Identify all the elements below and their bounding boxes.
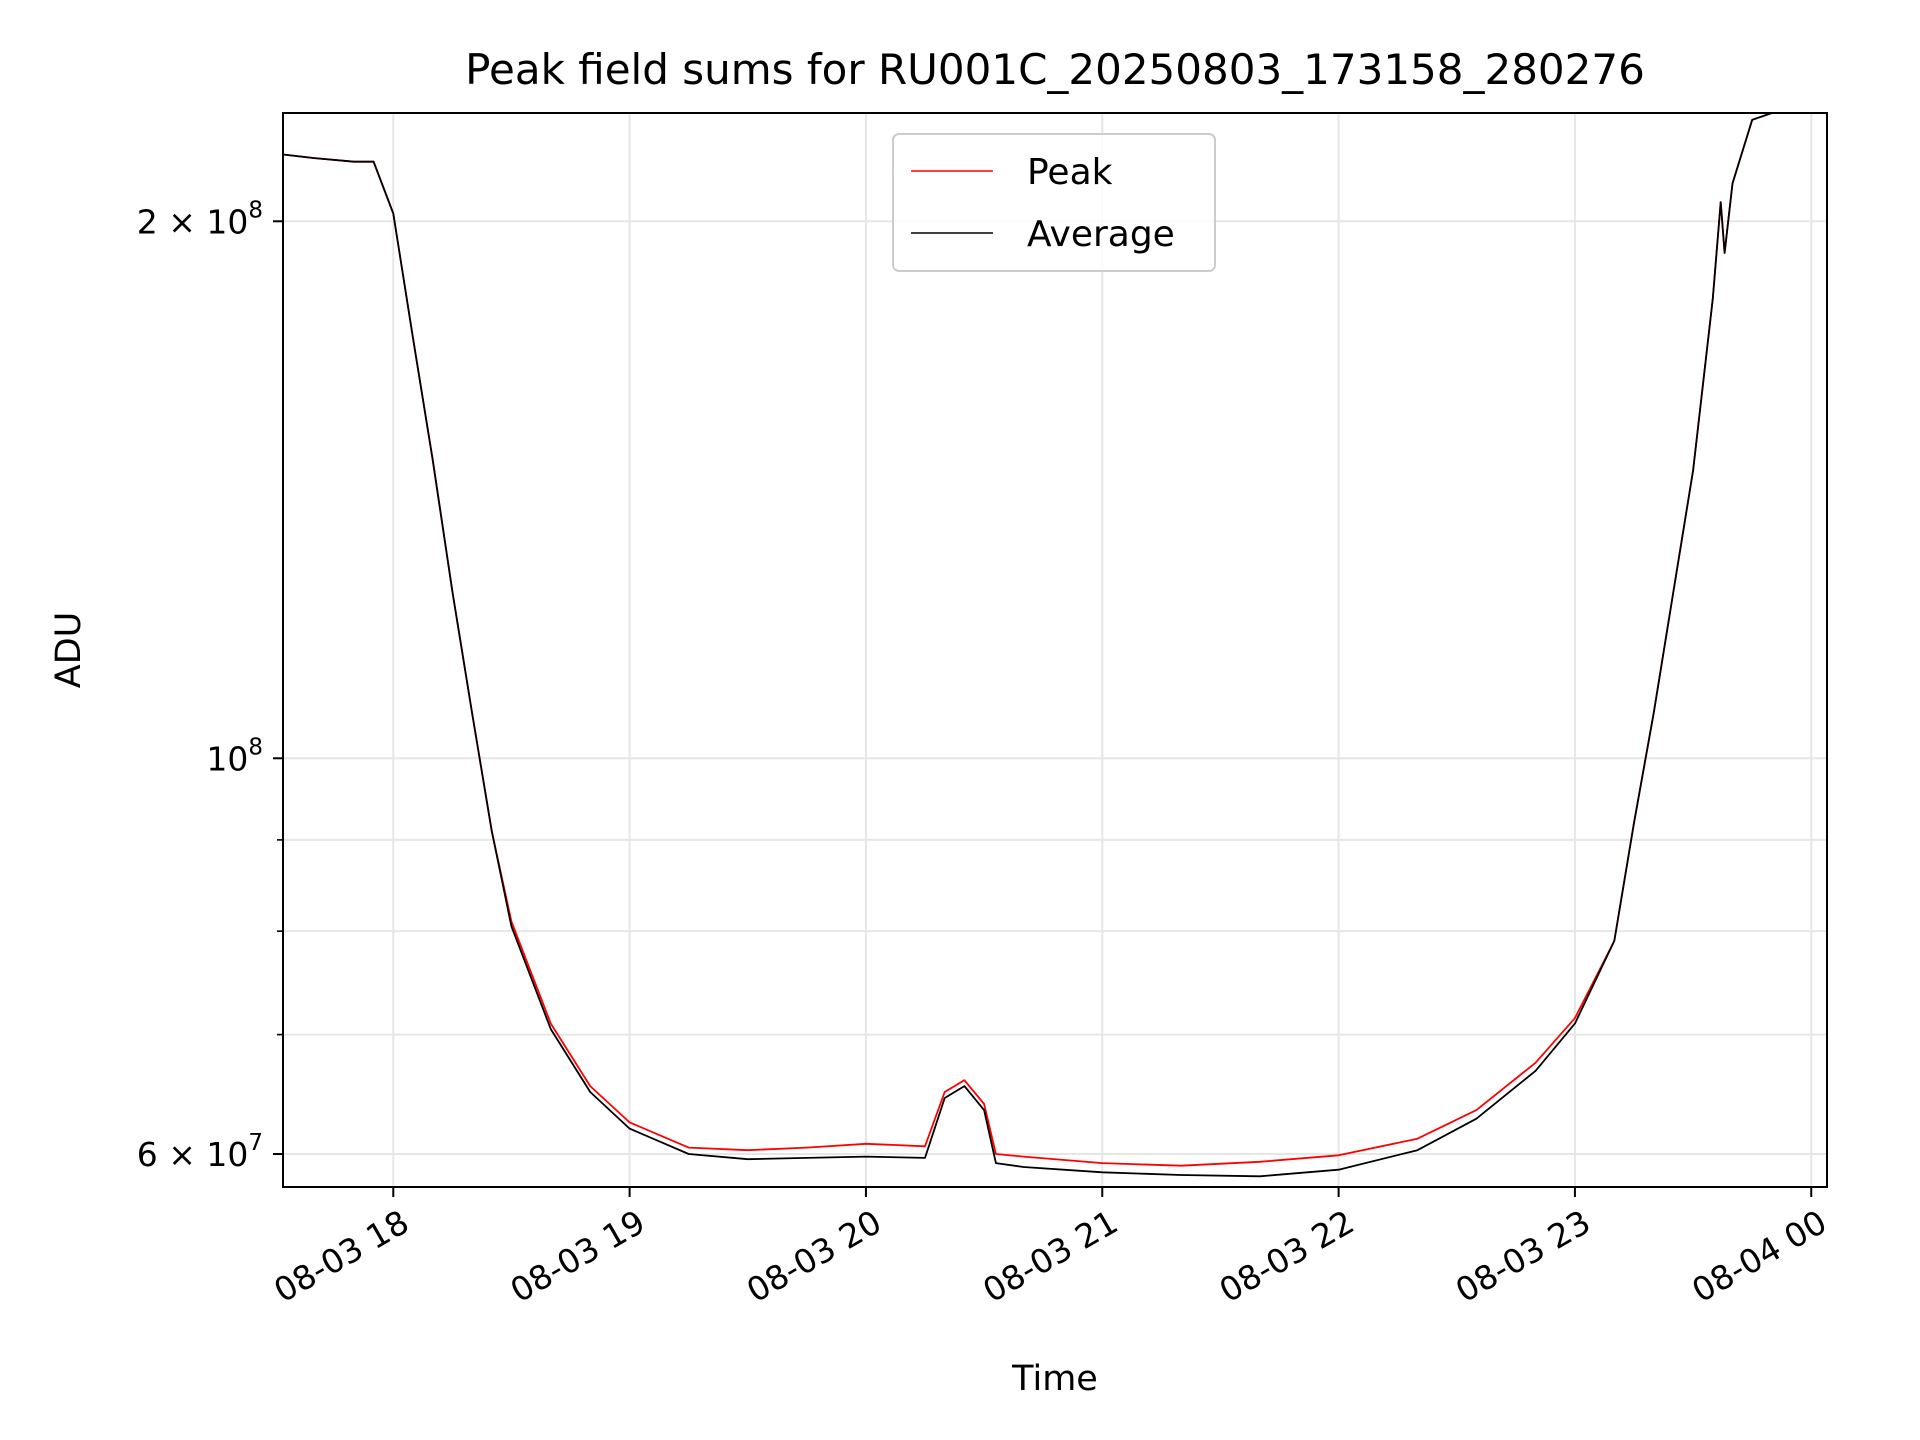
series-layer [283, 113, 1773, 1178]
y-tick-label-exponent: 7 [248, 1130, 263, 1156]
legend: Peak Average [892, 133, 1216, 272]
y-tick-label-exponent: 8 [248, 734, 263, 760]
y-tick-label-base: 2 × 10 [137, 202, 249, 241]
legend-label-average: Average [1027, 214, 1175, 255]
y-tick-label: 6 × 107 [137, 1130, 263, 1174]
legend-box [892, 133, 1216, 272]
y-tick-label: 2 × 108 [137, 197, 263, 241]
series-line-average [283, 113, 1773, 1178]
x-axis-label: Time [1011, 1359, 1098, 1399]
y-axis-label: ADU [49, 612, 89, 689]
grid [283, 113, 1827, 1187]
y-tick-label: 108 [206, 734, 263, 778]
plot-frame [282, 112, 1828, 1188]
y-tick-label-base: 6 × 10 [137, 1135, 249, 1174]
chart-title: Peak field sums for RU001C_20250803_1731… [465, 45, 1645, 94]
y-tick-label-exponent: 8 [248, 197, 263, 223]
legend-label-peak: Peak [1027, 152, 1113, 193]
y-tick-label-base: 10 [206, 739, 248, 778]
